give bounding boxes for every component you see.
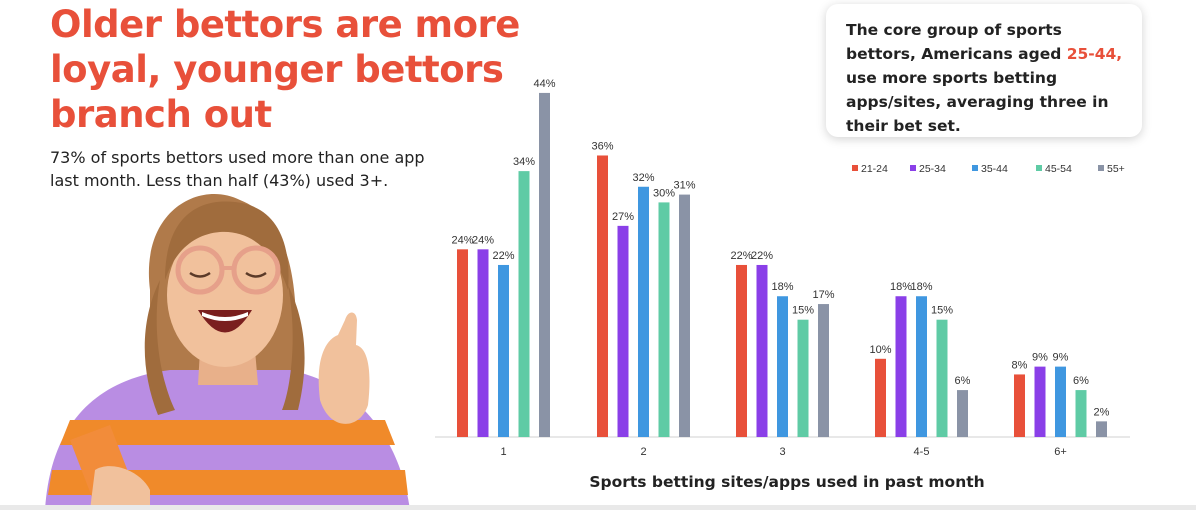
legend-swatch-21-24 [852,165,858,171]
bar-35-44-2 [638,186,649,437]
bar-35-44-3 [777,296,788,437]
bar-35-44-1 [498,264,509,437]
bar-45-54-6+ [1075,390,1087,437]
bar-45-54-4-5 [936,319,948,437]
data-label: 18% [910,281,932,293]
bar-45-54-3 [797,319,809,437]
bar-25-34-3 [756,264,768,437]
data-label: 18% [890,281,912,293]
data-label: 15% [931,305,953,317]
bar-21-24-6+ [1014,374,1025,437]
headline: Older bettors are more loyal, younger be… [50,3,520,136]
person-photo [45,194,410,510]
x-tick-label: 6+ [1054,446,1067,458]
bar-21-24-2 [597,155,608,437]
bar-45-54-2 [658,202,670,437]
data-label: 6% [955,375,971,387]
bar-55+-1 [539,92,550,438]
legend-swatch-25-34 [910,165,916,171]
data-label: 15% [792,305,814,317]
data-label: 24% [451,234,473,246]
legend-label-21-24: 21-24 [861,163,888,175]
data-label: 18% [771,281,793,293]
legend-label-55+: 55+ [1107,163,1125,175]
bottom-strip [0,505,1196,510]
legend-swatch-35-44 [972,165,978,171]
data-label: 8% [1012,359,1028,371]
x-tick-label: 4-5 [914,446,930,458]
data-label: 22% [492,250,514,262]
data-label: 44% [533,78,555,90]
bar-21-24-1 [457,249,468,437]
data-label: 24% [472,234,494,246]
subtext: 73% of sports bettors used more than one… [50,148,425,190]
x-axis-title: Sports betting sites/apps used in past m… [589,473,984,491]
x-tick-label: 3 [779,446,785,458]
data-label: 36% [591,140,613,152]
data-label: 2% [1094,406,1110,418]
x-tick-label: 2 [640,446,646,458]
bar-35-44-4-5 [916,296,927,437]
callout-text-after: use more sports betting apps/sites, aver… [846,69,1109,135]
legend-label-45-54: 45-54 [1045,163,1072,175]
data-label: 9% [1053,352,1069,364]
bar-25-34-1 [477,249,489,437]
bar-21-24-3 [736,264,747,437]
data-label: 22% [751,250,773,262]
legend-label-25-34: 25-34 [919,163,946,175]
data-label: 6% [1073,375,1089,387]
data-label: 27% [612,211,634,223]
bar-55+-4-5 [957,390,968,437]
bar-35-44-6+ [1055,366,1066,437]
data-label: 10% [869,344,891,356]
data-label: 32% [632,172,654,184]
callout-text: The core group of sports bettors, Americ… [846,18,1136,138]
callout-highlight: 25-44, [1066,45,1123,63]
bar-55+-2 [679,194,690,437]
bar-55+-3 [818,304,829,437]
bar-25-34-6+ [1034,366,1046,437]
data-label: 34% [513,156,535,168]
legend-label-35-44: 35-44 [981,163,1008,175]
bar-chart: 24%24%22%34%44%136%27%32%30%31%222%22%18… [435,78,1130,491]
bar-25-34-2 [617,225,629,437]
callout-text-before: The core group of sports bettors, Americ… [846,21,1067,63]
data-label: 9% [1032,352,1048,364]
bar-21-24-4-5 [875,358,886,437]
legend-swatch-45-54 [1036,165,1042,171]
bar-55+-6+ [1096,421,1107,437]
x-tick-label: 1 [500,446,506,458]
legend-swatch-55+ [1098,165,1104,171]
data-label: 22% [730,250,752,262]
data-label: 30% [653,187,675,199]
data-label: 31% [673,180,695,192]
callout-box: The core group of sports bettors, Americ… [826,4,1142,137]
bar-25-34-4-5 [895,296,907,437]
bar-45-54-1 [518,171,530,437]
data-label: 17% [812,289,834,301]
